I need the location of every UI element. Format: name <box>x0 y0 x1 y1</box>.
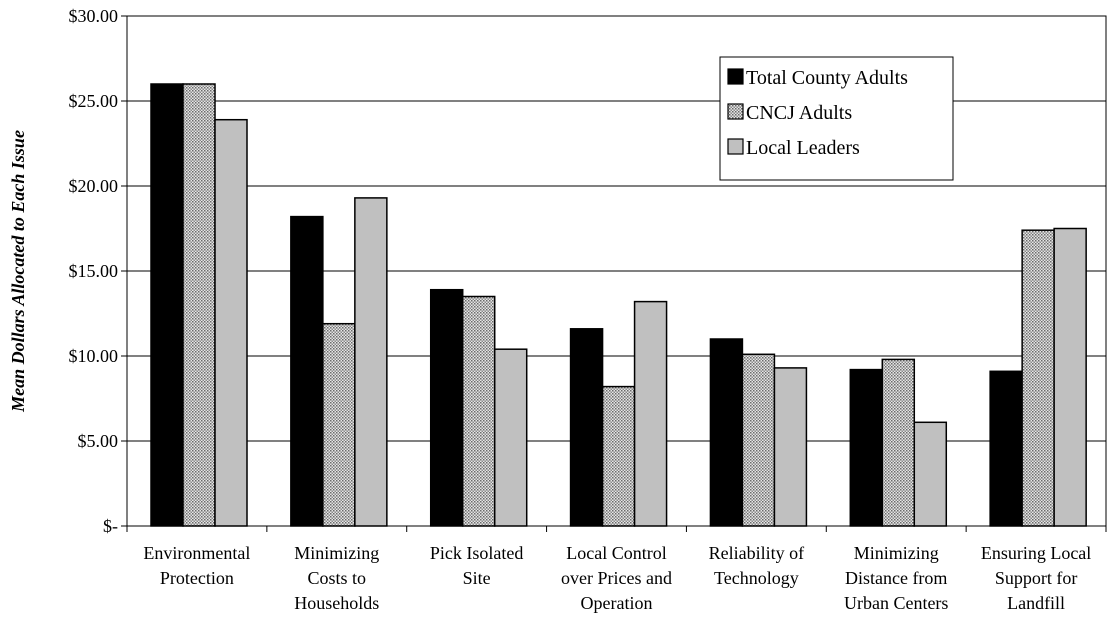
y-axis-title: Mean Dollars Allocated to Each Issue <box>8 130 28 413</box>
bar-local-leaders <box>493 348 528 527</box>
bar-cncj-adults <box>881 358 916 527</box>
y-tick-label: $- <box>103 516 118 536</box>
legend-swatch <box>727 138 744 155</box>
y-tick-label: $20.00 <box>69 176 119 196</box>
legend-label: Total County Adults <box>746 67 908 89</box>
bar-total-county-adults <box>150 83 184 527</box>
bar-local-leaders <box>773 367 808 527</box>
bar-total-county-adults <box>989 370 1023 527</box>
x-category-label: Ensuring Local Support for Landfill <box>981 543 1091 613</box>
bar-total-county-adults <box>569 328 604 527</box>
x-category-label: Minimizing Distance from Urban Centers <box>844 543 948 613</box>
legend-swatch <box>727 68 744 85</box>
gridlines <box>127 15 1106 442</box>
x-category-label: Local Control over Prices and Operation <box>561 543 672 613</box>
y-tick-label: $15.00 <box>69 261 119 281</box>
bar-total-county-adults <box>429 288 464 527</box>
x-category-label: Reliability of Technology <box>709 543 804 588</box>
bar-cncj-adults <box>601 385 636 527</box>
bar-cncj-adults <box>1021 229 1055 527</box>
y-tick-label: $10.00 <box>69 346 119 366</box>
legend-label: CNCJ Adults <box>746 102 852 124</box>
legend-label: Local Leaders <box>746 137 860 159</box>
labels: $- $5.00 $10.00 $15.00 $20.00 $25.00 $30.00 Env… <box>8 6 1091 613</box>
bar-cncj-adults <box>182 83 216 527</box>
legend: Total County Adults CNCJ Adults Local Lead… <box>719 56 954 181</box>
bar-local-leaders <box>214 118 248 527</box>
legend-box <box>719 56 954 181</box>
bar-local-leaders <box>1053 227 1087 527</box>
bar-cncj-adults <box>322 322 356 527</box>
bar-local-leaders <box>913 421 948 527</box>
x-category-label: Pick Isolated Site <box>430 543 523 588</box>
x-category-label: Environmental Protection <box>143 543 250 588</box>
bar-local-leaders <box>633 300 668 527</box>
y-tick-label: $30.00 <box>69 6 119 26</box>
axes <box>121 15 1107 532</box>
x-category-label: Minimizing Costs to Households <box>294 543 379 613</box>
bar-total-county-adults <box>290 215 324 527</box>
y-tick-label: $5.00 <box>78 431 119 451</box>
bar-cncj-adults <box>741 353 776 527</box>
bar-local-leaders <box>354 197 388 527</box>
y-tick-label: $25.00 <box>69 91 119 111</box>
bar-cncj-adults <box>461 295 496 527</box>
plot-frame <box>126 15 1107 527</box>
legend-swatch <box>727 103 744 120</box>
bars <box>150 83 1087 527</box>
bar-total-county-adults <box>849 368 884 527</box>
bar-total-county-adults <box>709 338 744 527</box>
